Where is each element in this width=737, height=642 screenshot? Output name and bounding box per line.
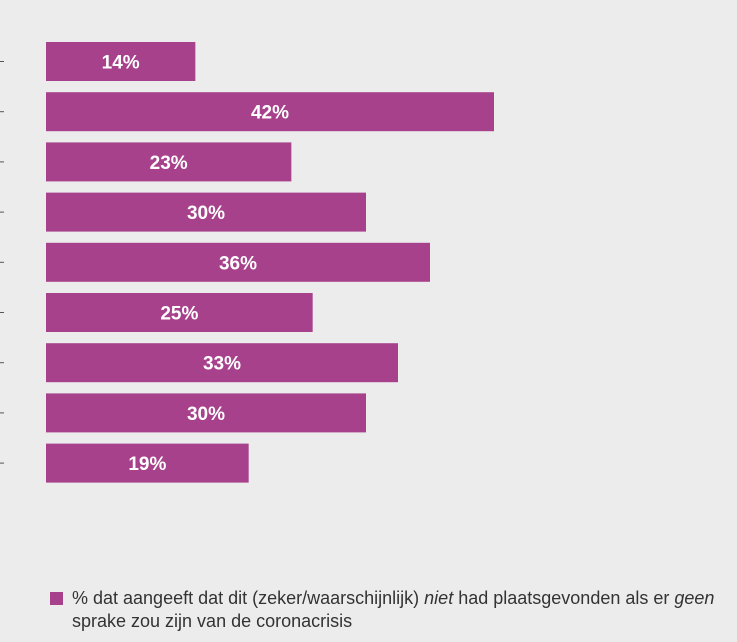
bar-data-label: 33% [203, 354, 241, 375]
legend-text-italic: niet [424, 588, 454, 608]
bar-data-label: 25% [160, 304, 198, 325]
bar [46, 192, 366, 232]
legend-swatch [50, 592, 63, 605]
bar [46, 343, 398, 383]
bar [46, 443, 249, 483]
legend: % dat aangeeft dat dit (zeker/waarschijn… [50, 587, 730, 633]
bar-data-label: 23% [150, 153, 188, 174]
legend-text-part: had plaatsgevonden als er [453, 588, 675, 608]
legend-text-italic: geen [674, 588, 715, 608]
bar [46, 42, 196, 81]
chart-area: 14% 42% 23% 30% 36% 25% 33% 30% 19% [0, 42, 494, 483]
bar [46, 393, 366, 433]
bar [46, 92, 494, 132]
bar-data-label: 14% [102, 53, 140, 74]
bar-data-label: 42% [251, 103, 289, 124]
bar [46, 242, 430, 282]
bar [46, 293, 313, 332]
bar-data-label: 30% [187, 404, 225, 425]
bar-data-label: 36% [219, 253, 257, 274]
legend-text: % dat aangeeft dat dit (zeker/waarschijn… [72, 587, 730, 633]
bar-data-label: 30% [187, 203, 225, 224]
bar [46, 142, 292, 182]
legend-text-part: % dat aangeeft dat dit (zeker/waarschijn… [72, 588, 425, 608]
bar-chart: 14% 42% 23% 30% 36% 25% 33% 30% 19% [0, 42, 494, 483]
bar-data-label: 19% [128, 454, 166, 475]
legend-text-part: sprake zou zijn van de coronacrisis [72, 611, 353, 631]
